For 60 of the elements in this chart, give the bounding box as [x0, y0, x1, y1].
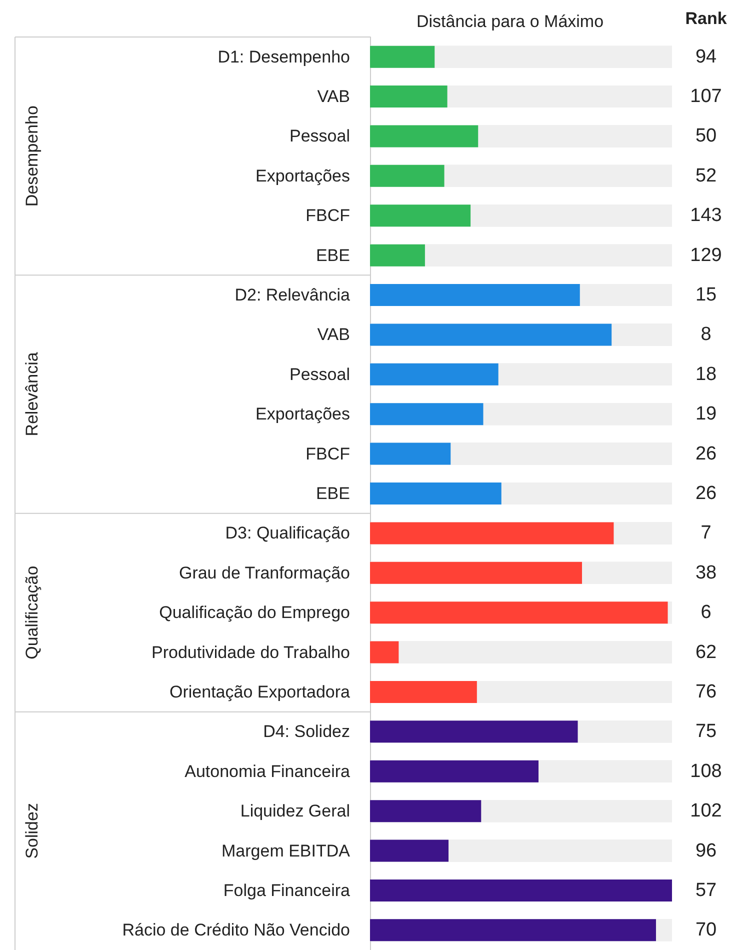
- y-tick-label: D3: Qualificação: [225, 524, 350, 543]
- bar: [370, 641, 399, 664]
- text: 38: [695, 562, 717, 584]
- text: Solidez: [22, 803, 42, 859]
- bar: [370, 164, 444, 187]
- y-tick-label: Exportações: [256, 166, 350, 186]
- chart-title: Distância para o Máximo: [416, 12, 604, 31]
- text: 76: [695, 681, 717, 702]
- bar: [370, 442, 451, 465]
- y-tick-label: Exportações: [256, 404, 350, 424]
- y-tick-label: Autonomia Financeira: [184, 762, 351, 781]
- y-tick-label: Pessoal: [290, 126, 350, 146]
- y-tick-label: Margem EBITDA: [222, 841, 351, 860]
- y-tick-label: Produtividade do Trabalho: [152, 642, 350, 662]
- text: 62: [695, 642, 717, 663]
- text: 26: [695, 483, 717, 504]
- text: 19: [695, 404, 717, 425]
- y-tick-label: D4: Solidez: [263, 722, 350, 742]
- text: 57: [695, 880, 717, 901]
- text: 108: [690, 760, 722, 782]
- text: 75: [695, 721, 717, 742]
- y-tick-label: Folga Financeira: [223, 880, 351, 900]
- bar: [370, 46, 435, 68]
- text: 50: [695, 126, 717, 147]
- text: Desempenho: [22, 106, 42, 207]
- y-tick-label: VAB: [317, 325, 350, 344]
- text: 7: [700, 522, 712, 544]
- text: Relevância: [22, 352, 42, 436]
- bar: [370, 840, 449, 862]
- text: 6: [700, 602, 712, 624]
- text: 70: [695, 920, 717, 941]
- text: 18: [695, 364, 717, 385]
- y2-axis-title: Rank: [685, 9, 728, 28]
- text: 52: [695, 165, 717, 186]
- y-tick-label: EBE: [316, 246, 350, 265]
- text: 26: [695, 443, 717, 464]
- y-tick-label: FBCF: [306, 206, 350, 226]
- text: 15: [695, 284, 717, 306]
- y-tick-label: Rácio de Crédito Não Vencido: [122, 920, 350, 940]
- text: Qualificação: [22, 566, 42, 660]
- y-tick-label: Orientação Exportadora: [170, 682, 351, 702]
- y-tick-label: EBE: [316, 484, 350, 503]
- text: 96: [695, 840, 717, 862]
- text: 129: [690, 244, 722, 266]
- y-tick-label: Qualificação do Emprego: [159, 603, 350, 622]
- text: 143: [690, 205, 722, 226]
- text: 94: [695, 46, 717, 68]
- y-tick-label: FBCF: [306, 444, 350, 464]
- y-tick-label: D1: Desempenho: [218, 47, 350, 66]
- text: 107: [690, 86, 722, 108]
- y-tick-label: VAB: [317, 87, 350, 106]
- y-tick-label: Grau de Tranformação: [178, 563, 350, 582]
- bar: [370, 602, 668, 624]
- text: 8: [700, 324, 712, 346]
- bar: [370, 86, 448, 108]
- y-tick-label: Pessoal: [290, 364, 350, 384]
- text: 102: [690, 800, 722, 822]
- bar: [370, 244, 425, 266]
- y-tick-label: Liquidez Geral: [240, 802, 350, 821]
- y-tick-label: D2: Relevância: [234, 286, 351, 305]
